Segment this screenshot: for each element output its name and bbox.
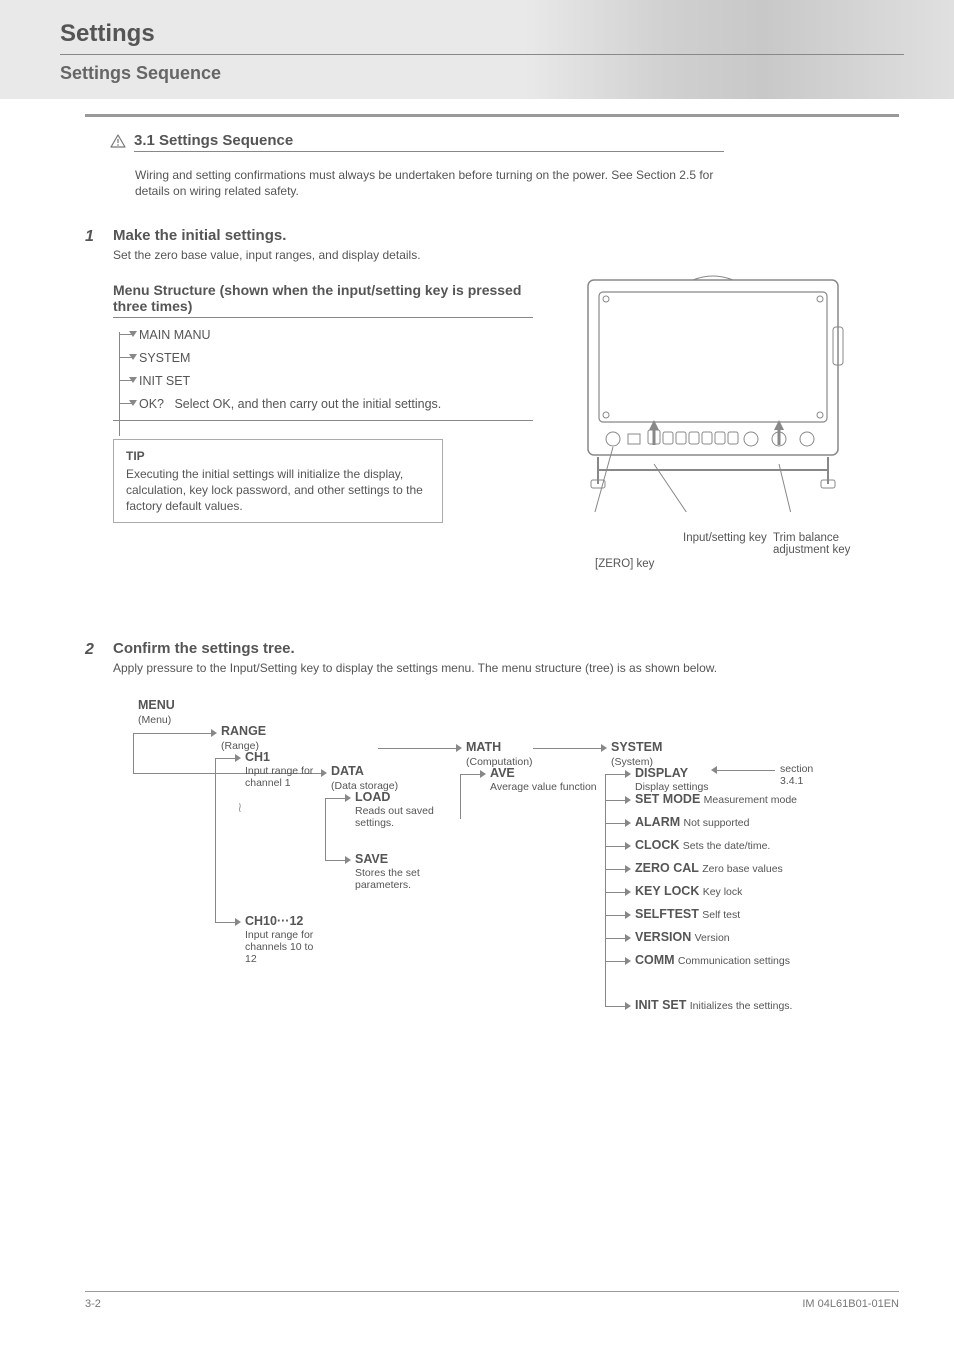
- tree-node: SAVEStores the set parameters.: [355, 852, 450, 891]
- step2-title: Confirm the settings tree.: [113, 640, 899, 657]
- tree-node: SET MODE Measurement mode: [635, 792, 805, 807]
- tip-title: TIP: [126, 448, 430, 464]
- step-number-2: 2: [85, 641, 113, 1158]
- section-warning-text: Wiring and setting confirmations must al…: [135, 167, 899, 199]
- tree-node: AVEAverage value function: [490, 766, 605, 793]
- callout-zero-key: [ZERO] key: [595, 558, 654, 570]
- tree-node: ZERO CAL Zero base values: [635, 861, 805, 876]
- settings-tree: MENU(Menu) RANGE(Range) CH1Input range f…: [113, 688, 899, 1158]
- page-title: Settings: [60, 20, 904, 48]
- step2-text: Apply pressure to the Input/Setting key …: [113, 660, 899, 676]
- step1-title: Make the initial settings.: [113, 227, 899, 244]
- tree-node: ALARM Not supported: [635, 815, 805, 830]
- menu-footer-rule: [113, 420, 533, 421]
- menu-item: INIT SET: [139, 374, 533, 388]
- tree-node: LOADReads out saved settings.: [355, 790, 450, 829]
- tree-node: VERSION Version: [635, 930, 805, 945]
- tree-data: DATA(Data storage): [331, 764, 398, 793]
- header-rule: [60, 54, 904, 55]
- callout-trim-key: Trim balance adjustment key: [773, 532, 873, 556]
- menu-chain: MAIN MANU SYSTEM INIT SET OK? Select OK,…: [113, 328, 533, 411]
- tree-node: SELFTEST Self test: [635, 907, 805, 922]
- tree-system: SYSTEM(System): [611, 740, 662, 769]
- tree-range: RANGE(Range): [221, 724, 266, 753]
- menu-item: SYSTEM: [139, 351, 533, 365]
- device-illustration: [ZERO] key Input/setting key Trim balanc…: [533, 282, 899, 602]
- section-title: 3.1 Settings Sequence: [134, 132, 724, 152]
- tree-node: CH1Input range for channel 1: [245, 750, 323, 789]
- tip-text: Executing the initial settings will init…: [126, 466, 430, 515]
- tree-node: CLOCK Sets the date/time.: [635, 838, 805, 853]
- tree-math: MATH(Computation): [466, 740, 533, 769]
- section-divider: [85, 114, 899, 117]
- step1-text: Set the zero base value, input ranges, a…: [113, 247, 899, 263]
- page-footer: 3-2 IM 04L61B01-01EN: [0, 1291, 954, 1310]
- tree-node: KEY LOCK Key lock: [635, 884, 805, 899]
- tip-box: TIP Executing the initial settings will …: [113, 439, 443, 524]
- warning-icon: [110, 134, 126, 148]
- page-subtitle: Settings Sequence: [60, 63, 904, 84]
- device-svg: [573, 272, 853, 512]
- page-header: Settings Settings Sequence: [0, 0, 954, 99]
- step-number-1: 1: [85, 228, 113, 601]
- menu-item: MAIN MANU: [139, 328, 533, 342]
- menu-item: OK? Select OK, and then carry out the in…: [139, 397, 533, 411]
- tree-node: INIT SET Initializes the settings.: [635, 998, 815, 1013]
- tree-node: COMM Communication settings: [635, 953, 815, 968]
- tree-root: MENU(Menu): [138, 698, 175, 727]
- menu-structure-header: Menu Structure (shown when the input/set…: [113, 282, 533, 318]
- footer-page-number: 3-2: [85, 1298, 101, 1310]
- tree-node: CH10···12Input range for channels 10 to …: [245, 914, 323, 965]
- tree-node-display: DISPLAY section 3.4.1 Display settings: [635, 766, 805, 793]
- callout-input-key: Input/setting key: [683, 532, 767, 544]
- footer-doc-id: IM 04L61B01-01EN: [802, 1298, 899, 1310]
